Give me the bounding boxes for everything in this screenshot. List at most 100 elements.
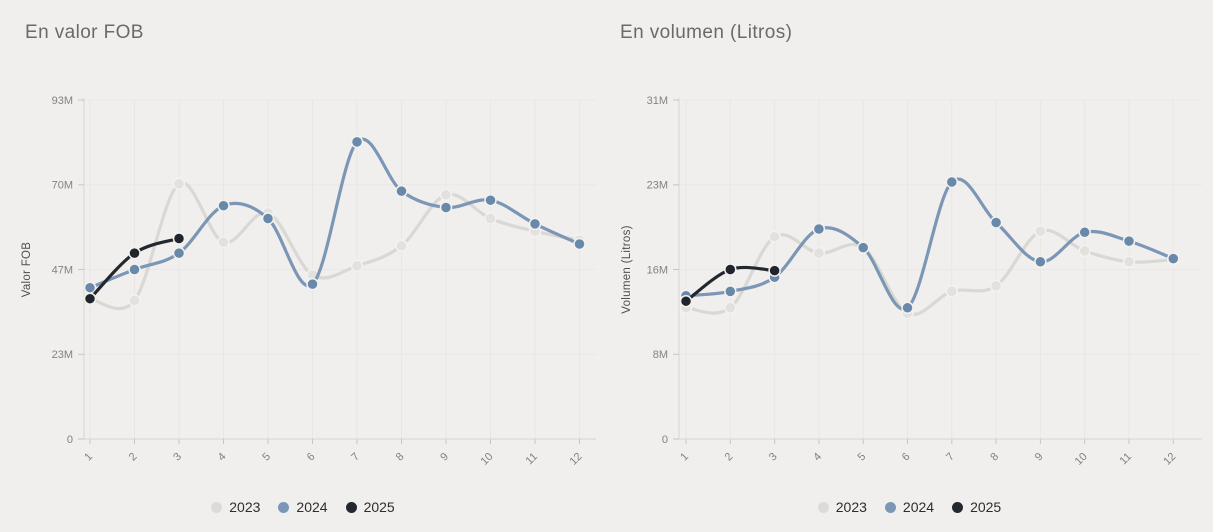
data-point-2024[interactable] <box>83 281 97 294</box>
x-tick-label: 11 <box>1118 451 1135 468</box>
data-point-2024[interactable] <box>989 216 1003 229</box>
legend-label: 2025 <box>970 499 1002 515</box>
x-tick-label: 4 <box>811 451 824 464</box>
data-point-2023[interactable] <box>812 246 826 260</box>
data-point-2023[interactable] <box>172 177 186 191</box>
data-point-2025[interactable] <box>128 246 141 260</box>
y-tick-label: 8M <box>653 349 668 361</box>
legend-label: 2024 <box>296 499 328 515</box>
x-tick-label: 3 <box>171 451 184 464</box>
x-tick-label: 5 <box>856 451 869 464</box>
y-tick-label: 70M <box>52 180 73 192</box>
x-tick-label: 8 <box>394 451 407 464</box>
legend-item-2024[interactable]: 2024 <box>884 499 935 515</box>
data-point-2023[interactable] <box>128 294 141 307</box>
data-point-2023[interactable] <box>1078 244 1091 258</box>
series-line-2023 <box>88 181 582 311</box>
x-tick-label: 7 <box>349 451 362 464</box>
legend-label: 2023 <box>835 499 867 515</box>
data-point-2023[interactable] <box>217 235 230 249</box>
data-point-2023[interactable] <box>989 279 1003 293</box>
data-point-2025[interactable] <box>172 232 186 245</box>
data-point-2024[interactable] <box>172 246 186 260</box>
y-tick-label: 47M <box>52 264 73 276</box>
legend-dot-icon <box>211 501 223 513</box>
data-point-2025[interactable] <box>768 264 781 277</box>
data-point-2024[interactable] <box>484 193 497 207</box>
x-tick-label: 1 <box>82 451 95 464</box>
data-point-2024[interactable] <box>528 217 542 231</box>
data-point-2024[interactable] <box>350 135 364 149</box>
data-point-2023[interactable] <box>768 230 781 243</box>
series-line-2024 <box>684 177 1175 311</box>
data-point-2024[interactable] <box>1122 234 1136 248</box>
x-tick-label: 6 <box>900 451 913 464</box>
fob-panel: En valor FOB 0 23M 47M 70M 93M 1 2 3 4 5 6 7 8 9 10 11 1… <box>0 0 606 532</box>
legend-item-2025[interactable]: 2025 <box>345 499 395 515</box>
x-tick-label: 10 <box>1073 451 1090 468</box>
y-tick-label: 0 <box>662 434 668 446</box>
y-tick-label: 16M <box>647 264 668 276</box>
x-tick-label: 2 <box>723 451 736 464</box>
x-tick-label: 4 <box>216 451 229 464</box>
data-point-2024[interactable] <box>217 199 230 212</box>
x-tick-label: 9 <box>1033 451 1046 464</box>
data-point-2025[interactable] <box>724 263 737 276</box>
y-tick-label: 23M <box>52 349 73 361</box>
y-tick-label: 31M <box>647 95 668 107</box>
data-point-2025[interactable] <box>83 292 97 305</box>
volume-legend: 2023 2024 2025 <box>606 480 1213 522</box>
fob-legend: 2023 2024 2025 <box>0 480 606 522</box>
data-point-2024[interactable] <box>1034 255 1047 269</box>
x-tick-label: 9 <box>438 451 451 464</box>
y-tick-label: 93M <box>52 95 73 107</box>
volume-chart-title: En volumen (Litros) <box>620 22 793 43</box>
fob-chart-title: En valor FOB <box>25 22 144 43</box>
data-point-2023[interactable] <box>724 301 737 315</box>
data-point-2024[interactable] <box>856 241 870 254</box>
data-point-2024[interactable] <box>1167 252 1180 265</box>
data-point-2024[interactable] <box>261 212 275 225</box>
data-point-2024[interactable] <box>395 184 408 198</box>
x-tick-label: 5 <box>260 451 273 464</box>
legend-item-2023[interactable]: 2023 <box>817 499 867 515</box>
data-point-2024[interactable] <box>901 301 914 315</box>
data-point-2023[interactable] <box>945 285 959 298</box>
x-tick-label: 6 <box>305 451 318 464</box>
x-tick-label: 12 <box>1161 451 1178 468</box>
x-tick-label: 10 <box>478 451 495 468</box>
data-point-2024[interactable] <box>812 222 826 236</box>
legend-dot-icon <box>884 501 896 513</box>
data-point-2024[interactable] <box>439 201 453 214</box>
y-axis-title: Volumen (Litros) <box>621 225 633 314</box>
data-point-2024[interactable] <box>306 277 319 291</box>
y-tick-label: 0 <box>67 434 73 446</box>
legend-dot-icon <box>952 501 964 513</box>
legend-label: 2024 <box>902 499 935 515</box>
x-tick-label: 11 <box>524 451 541 468</box>
x-tick-label: 12 <box>567 451 584 468</box>
legend-item-2024[interactable]: 2024 <box>278 499 328 515</box>
legend-item-2025[interactable]: 2025 <box>952 499 1001 515</box>
legend-item-2023[interactable]: 2023 <box>211 499 260 515</box>
data-point-2023[interactable] <box>1034 224 1047 238</box>
data-point-2024[interactable] <box>724 285 737 298</box>
data-point-2023[interactable] <box>439 188 453 202</box>
legend-label: 2023 <box>229 499 261 515</box>
data-point-2023[interactable] <box>395 239 408 253</box>
y-axis-title: Valor FOB <box>21 242 33 298</box>
x-tick-label: 8 <box>988 451 1001 464</box>
data-point-2024[interactable] <box>945 175 959 189</box>
data-point-2024[interactable] <box>1078 226 1091 239</box>
x-tick-label: 2 <box>127 451 140 464</box>
data-point-2024[interactable] <box>128 263 141 276</box>
data-point-2023[interactable] <box>1122 255 1136 269</box>
legend-dot-icon <box>345 501 357 513</box>
data-point-2025[interactable] <box>679 294 693 308</box>
data-point-2023[interactable] <box>350 259 364 273</box>
data-point-2023[interactable] <box>484 212 497 225</box>
data-point-2024[interactable] <box>573 237 586 251</box>
